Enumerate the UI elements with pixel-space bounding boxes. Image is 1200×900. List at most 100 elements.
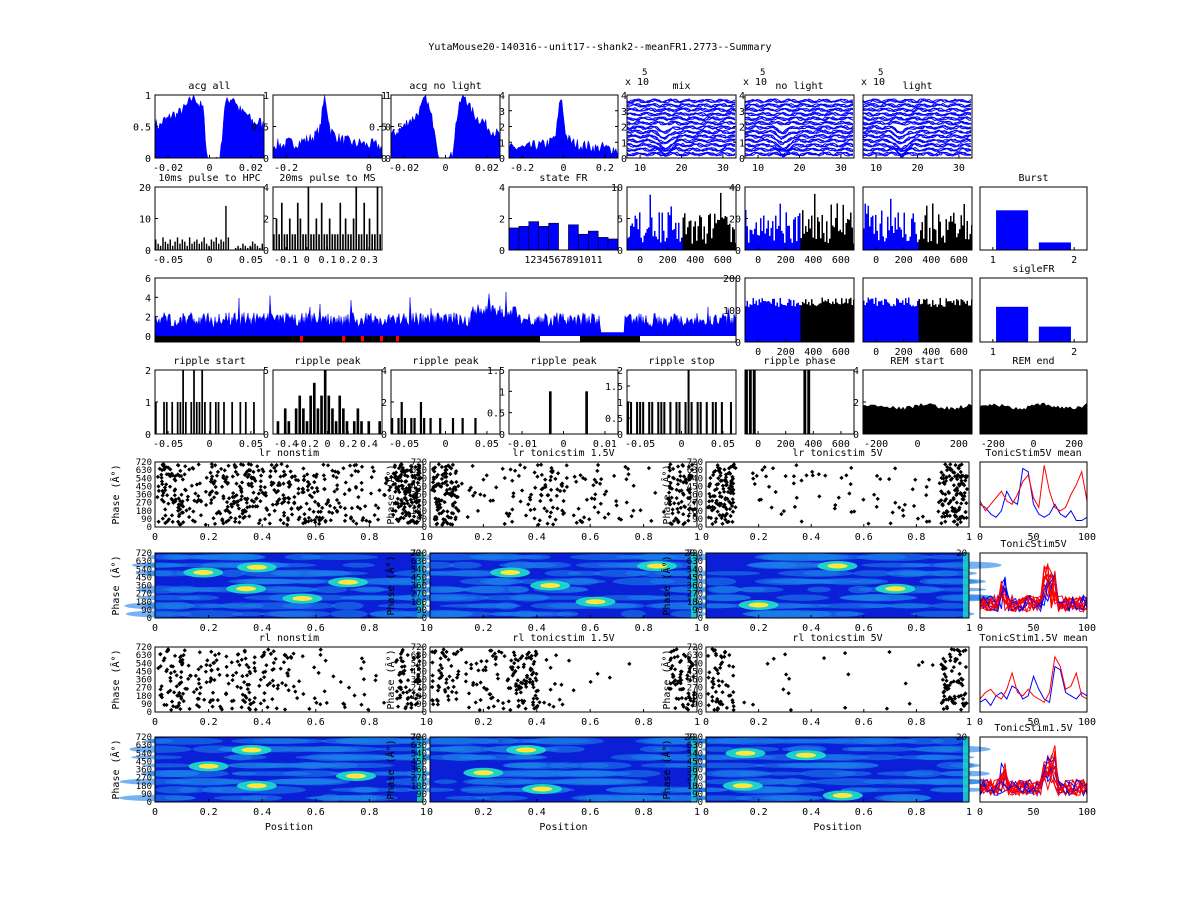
- bar: [283, 234, 286, 250]
- bar: [714, 402, 717, 434]
- spike-marker: [506, 699, 511, 704]
- waveform-trace: [744, 107, 854, 113]
- spike-marker: [939, 498, 944, 503]
- y-tick-label: 0: [499, 154, 505, 165]
- bar: [965, 239, 967, 250]
- spike-marker: [251, 700, 256, 705]
- bar: [890, 305, 892, 342]
- bar: [242, 243, 244, 250]
- bar: [672, 230, 674, 250]
- spike-marker: [849, 465, 854, 470]
- spike-marker: [430, 679, 435, 684]
- spike-marker: [375, 517, 381, 522]
- spike-marker: [277, 497, 282, 502]
- bar: [181, 239, 184, 250]
- spike-marker: [964, 486, 970, 492]
- axes-frame: [862, 277, 973, 343]
- spike-marker: [580, 520, 585, 525]
- waveform-trace: [862, 116, 972, 122]
- spike-marker: [944, 468, 950, 473]
- bar: [679, 241, 681, 250]
- spike-marker: [681, 686, 686, 692]
- spike-marker: [213, 484, 218, 490]
- spike-marker: [711, 472, 716, 478]
- bar: [760, 218, 762, 250]
- bar: [818, 303, 820, 342]
- y-tick-label: 540: [136, 474, 152, 484]
- bar: [884, 298, 886, 342]
- bar: [693, 226, 695, 250]
- x-tick-label: 2: [1071, 347, 1077, 358]
- spike-marker: [900, 508, 906, 513]
- bar: [932, 300, 934, 342]
- bar: [643, 235, 645, 250]
- spike-marker: [235, 502, 240, 508]
- spike-marker: [234, 481, 239, 486]
- spike-marker: [280, 681, 285, 686]
- heatmap-band: [753, 738, 824, 744]
- bar: [926, 205, 928, 250]
- x-tick-label: 0.6: [307, 807, 325, 818]
- bar: [419, 402, 423, 434]
- axis-multiplier: x 10: [625, 77, 649, 88]
- bar: [793, 300, 795, 342]
- y-tick-label: 0: [147, 614, 152, 624]
- spike-marker: [222, 468, 227, 473]
- spike-marker: [411, 514, 417, 519]
- spike-marker: [221, 521, 226, 526]
- spike-marker: [269, 480, 274, 485]
- spike-marker: [258, 498, 263, 504]
- bar: [315, 218, 318, 250]
- spike-marker: [226, 496, 232, 501]
- spike-marker: [158, 664, 163, 669]
- spike-marker: [574, 479, 579, 484]
- spike-marker: [156, 488, 162, 494]
- spike-marker: [252, 655, 257, 660]
- panel-title: 20ms pulse to MS: [279, 173, 375, 184]
- spike-marker: [866, 521, 871, 526]
- spike-marker: [180, 477, 185, 482]
- bar: [829, 238, 831, 250]
- spike-marker: [538, 498, 543, 504]
- panel-heat_5: 0 0.2 0.4 0.6 0.8 1090180270360450540630720Ph…: [384, 733, 726, 833]
- spike-marker: [742, 700, 747, 705]
- heatmap-band: [231, 738, 310, 745]
- bar: [797, 302, 799, 342]
- y-tick-label: 630: [136, 741, 152, 751]
- spike-marker: [409, 694, 414, 700]
- spike-marker: [186, 676, 191, 681]
- spike-marker: [323, 518, 328, 523]
- spike-marker: [388, 485, 393, 490]
- axis-multiplier-exponent: 5: [642, 68, 647, 78]
- spike-marker: [810, 473, 815, 478]
- spike-marker: [407, 513, 412, 519]
- bar: [249, 245, 251, 250]
- x-tick-label: 0: [206, 255, 212, 266]
- spike-marker: [433, 648, 438, 654]
- spike-marker: [435, 702, 441, 707]
- panel-title: rl tonicstim 1.5V: [512, 633, 614, 644]
- heatmap-band: [369, 610, 414, 618]
- x-tick-label: 0: [427, 807, 433, 818]
- spike-marker: [173, 478, 178, 483]
- spike-marker: [185, 497, 190, 503]
- waveform-trace: [862, 142, 972, 157]
- spike-marker: [431, 702, 436, 707]
- spike-marker: [397, 489, 402, 495]
- spike-marker: [318, 702, 323, 707]
- spike-marker: [281, 492, 286, 498]
- spike-marker: [715, 671, 721, 676]
- spike-marker: [415, 467, 421, 472]
- y-tick-label: 5: [617, 215, 623, 226]
- spike-marker: [334, 497, 340, 503]
- spike-marker: [192, 519, 198, 524]
- bar: [841, 232, 843, 250]
- heatmap-peak: [500, 570, 521, 575]
- spike-marker: [209, 479, 214, 484]
- bar: [538, 226, 549, 251]
- spike-marker: [285, 516, 290, 521]
- spike-marker: [224, 500, 230, 505]
- spike-marker: [686, 691, 691, 696]
